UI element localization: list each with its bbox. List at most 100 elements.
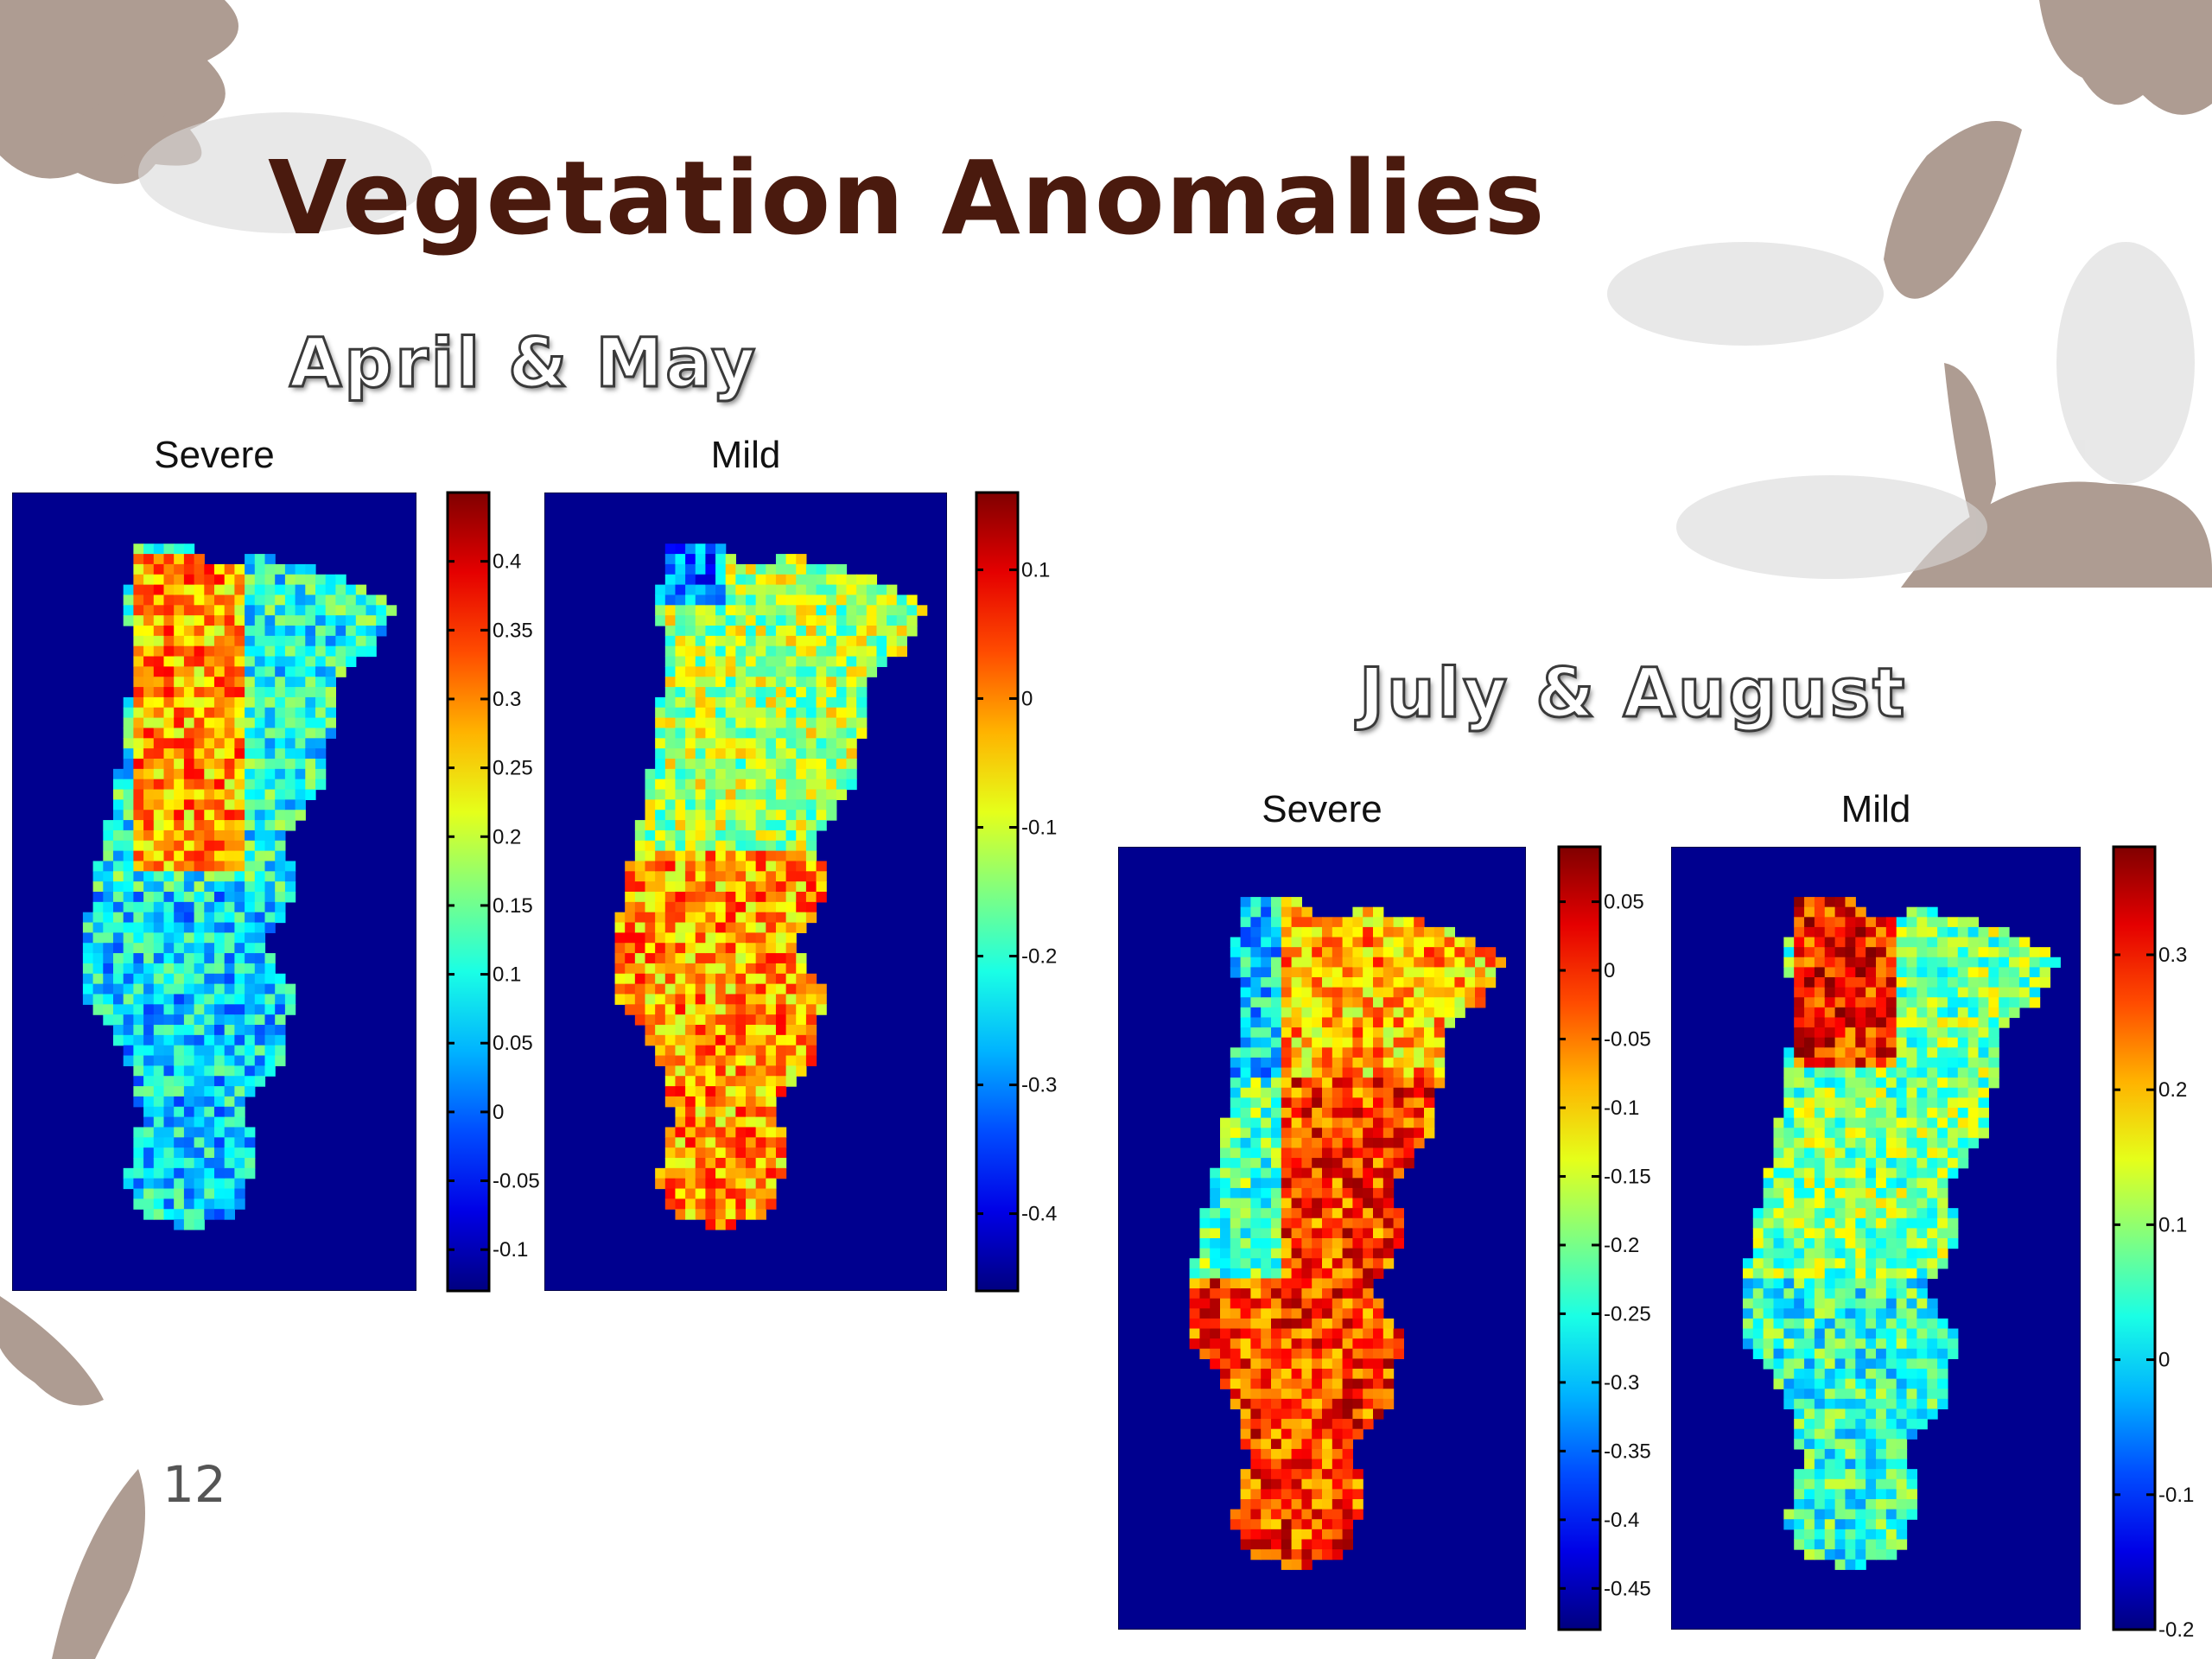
heatmap-cell <box>1916 1358 1928 1370</box>
colorbar-scale: -0.45-0.4-0.35-0.3-0.25-0.2-0.15-0.1-0.0… <box>1557 845 1651 1631</box>
heatmap-cell <box>1794 1067 1805 1078</box>
heatmap-cell <box>1794 1428 1805 1440</box>
heatmap-cell <box>1312 1389 1323 1400</box>
heatmap-cell <box>1424 1117 1435 1128</box>
heatmap-cell <box>1424 1128 1435 1139</box>
heatmap-cell <box>194 1137 205 1148</box>
heatmap-cell <box>1783 1067 1795 1078</box>
heatmap-cell <box>1414 1037 1425 1048</box>
heatmap-cell <box>1281 1248 1293 1259</box>
heatmap-cell <box>1271 1408 1282 1420</box>
heatmap-cell <box>1322 1318 1333 1330</box>
heatmap-cell <box>163 850 175 862</box>
heatmap-cell <box>163 768 175 780</box>
heatmap-cell <box>1866 1358 1877 1370</box>
heatmap-cell <box>1373 1147 1384 1159</box>
heatmap-cell <box>103 994 114 1005</box>
heatmap-cell <box>1301 917 1313 928</box>
heatmap-cell <box>1763 1268 1775 1280</box>
heatmap-cell <box>766 789 777 800</box>
heatmap-cell <box>1261 997 1272 1008</box>
heatmap-cell <box>685 1065 696 1077</box>
heatmap-cell <box>1230 1117 1242 1128</box>
heatmap-cell <box>1250 987 1262 998</box>
heatmap-cell <box>1988 1017 1999 1028</box>
heatmap-cell <box>346 615 357 626</box>
heatmap-cell <box>1433 1057 1446 1069</box>
heatmap-cell <box>1773 1217 1784 1229</box>
heatmap-cell <box>856 677 868 688</box>
heatmap-cell <box>1855 917 1866 928</box>
heatmap-cell <box>1363 1288 1374 1300</box>
heatmap-cell <box>705 759 716 770</box>
heatmap-cell <box>1230 1198 1242 1209</box>
heatmap-cell <box>1322 1338 1333 1350</box>
heatmap-cell <box>1271 1108 1282 1119</box>
heatmap-cell <box>705 1178 716 1190</box>
heatmap-cell <box>1855 1217 1866 1229</box>
heatmap-cell <box>1271 1017 1282 1028</box>
heatmap-cell <box>805 768 817 780</box>
heatmap-cell <box>254 779 266 791</box>
heatmap-cell <box>305 656 316 667</box>
heatmap-cell <box>1752 1208 1764 1219</box>
heatmap-cell <box>2018 977 2031 988</box>
heatmap-cell <box>826 574 837 586</box>
heatmap-cell <box>715 810 727 821</box>
heatmap-cell <box>1363 1128 1374 1139</box>
heatmap-cell <box>153 1025 165 1036</box>
heatmap-cell <box>275 973 286 985</box>
heatmap-cell <box>796 779 807 791</box>
heatmap-cell <box>123 1055 134 1066</box>
heatmap-cell <box>133 1034 144 1046</box>
heatmap-cell <box>1855 1027 1866 1039</box>
heatmap-cell <box>695 953 706 964</box>
heatmap-cell <box>1342 1378 1353 1389</box>
heatmap-cell <box>1352 1007 1363 1019</box>
heatmap-cell <box>264 1004 276 1015</box>
heatmap-cell <box>1824 1478 1836 1490</box>
heatmap-cell <box>755 759 766 770</box>
heatmap-cell <box>1794 1318 1805 1330</box>
heatmap-cell <box>174 932 185 944</box>
heatmap-cell <box>204 850 215 862</box>
heatmap-cell <box>1896 1047 1908 1058</box>
heatmap-cell <box>796 922 807 933</box>
heatmap-cell <box>1834 1559 1847 1570</box>
heatmap-cell <box>1332 947 1344 958</box>
heatmap-cell <box>1301 1137 1313 1149</box>
heatmap-cell <box>183 687 195 698</box>
heatmap-cell <box>746 789 757 800</box>
heatmap-cell <box>1261 906 1272 918</box>
heatmap-cell <box>1927 1228 1938 1239</box>
heatmap-cell <box>1291 987 1302 998</box>
heatmap-cell <box>275 850 286 862</box>
heatmap-cell <box>675 1045 686 1057</box>
heatmap-cell <box>805 574 817 586</box>
heatmap-cell <box>1352 1509 1363 1520</box>
heatmap-cell <box>284 615 296 626</box>
heatmap-cell <box>1261 1489 1272 1500</box>
heatmap-cell <box>1783 1378 1795 1389</box>
heatmap-cell <box>1281 1459 1293 1470</box>
heatmap-cell <box>1250 1369 1262 1380</box>
heatmap-cell <box>1763 1328 1775 1339</box>
heatmap-cell <box>876 605 887 616</box>
heatmap-cell <box>163 666 175 677</box>
heatmap-cell <box>1885 1187 1897 1199</box>
heatmap-cell <box>906 615 918 626</box>
heatmap-cell <box>1250 1087 1262 1098</box>
heatmap-cell <box>254 994 266 1005</box>
heatmap-cell <box>1773 1338 1784 1350</box>
heatmap-cell <box>1824 967 1836 978</box>
heatmap-cell <box>655 728 666 739</box>
heatmap-cell <box>1845 997 1856 1008</box>
heatmap-cell <box>655 810 666 821</box>
heatmap-cell <box>755 605 766 616</box>
heatmap-cell <box>2029 957 2041 968</box>
heatmap-cell <box>1783 1147 1795 1159</box>
heatmap-cell <box>735 871 747 882</box>
heatmap-cell <box>1352 1358 1363 1370</box>
heatmap-cell <box>143 1147 155 1159</box>
heatmap-cell <box>1271 1268 1282 1280</box>
